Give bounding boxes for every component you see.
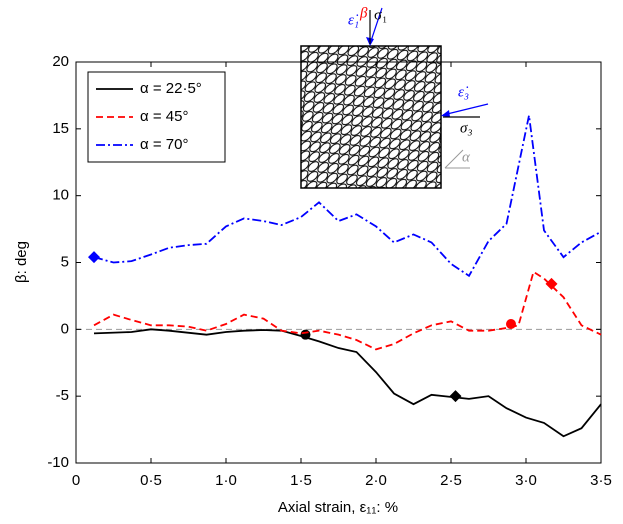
point-marker: [506, 318, 516, 329]
y-tick-label: -5: [56, 387, 69, 404]
arrow-head: [441, 110, 450, 117]
x-tick-label: 3·0: [515, 472, 537, 489]
series-line: [93, 270, 602, 351]
x-tick-label: 1·5: [290, 472, 312, 489]
y-tick-label: 5: [61, 253, 69, 270]
annotation: σ₁: [374, 7, 387, 23]
specimen: [300, 45, 442, 189]
x-tick-label: 2·0: [365, 472, 387, 489]
y-tick-label: 0: [61, 320, 69, 337]
point-marker: [449, 390, 462, 403]
inset-diagram: [300, 7, 489, 189]
x-tick-label: 1·0: [215, 472, 237, 489]
legend-label: α = 45°: [140, 108, 188, 125]
strain-arrow-3: [442, 103, 489, 116]
y-axis-label: β: deg: [13, 241, 30, 283]
x-tick-label: 0: [72, 472, 80, 489]
y-tick-label: 10: [52, 187, 69, 204]
series-line: [93, 328, 602, 438]
point-marker: [300, 329, 311, 340]
x-tick-label: 2·5: [440, 472, 462, 489]
x-tick-label: 0·5: [140, 472, 162, 489]
x-tick-label: 3·5: [590, 472, 612, 489]
annotation: ε̇₃: [458, 84, 469, 100]
y-tick-label: -10: [47, 454, 69, 471]
point-marker: [545, 277, 558, 290]
annotation: α: [462, 149, 471, 165]
legend-label: α = 22·5°: [140, 80, 202, 97]
legend-label: α = 70°: [140, 136, 188, 153]
annotation: β: [359, 5, 368, 21]
series-line: [93, 115, 602, 278]
angle-line: [444, 149, 464, 169]
strain-arrow-1: [369, 7, 383, 45]
x-axis-label: Axial strain, ε₁₁: %: [278, 499, 398, 516]
y-tick-label: 15: [52, 120, 69, 137]
annotation: σ₃: [460, 120, 473, 136]
point-marker: [88, 251, 100, 264]
plot-frame: [75, 61, 602, 464]
y-tick-label: 20: [52, 53, 69, 70]
annotation: ε̇₁: [348, 12, 359, 28]
